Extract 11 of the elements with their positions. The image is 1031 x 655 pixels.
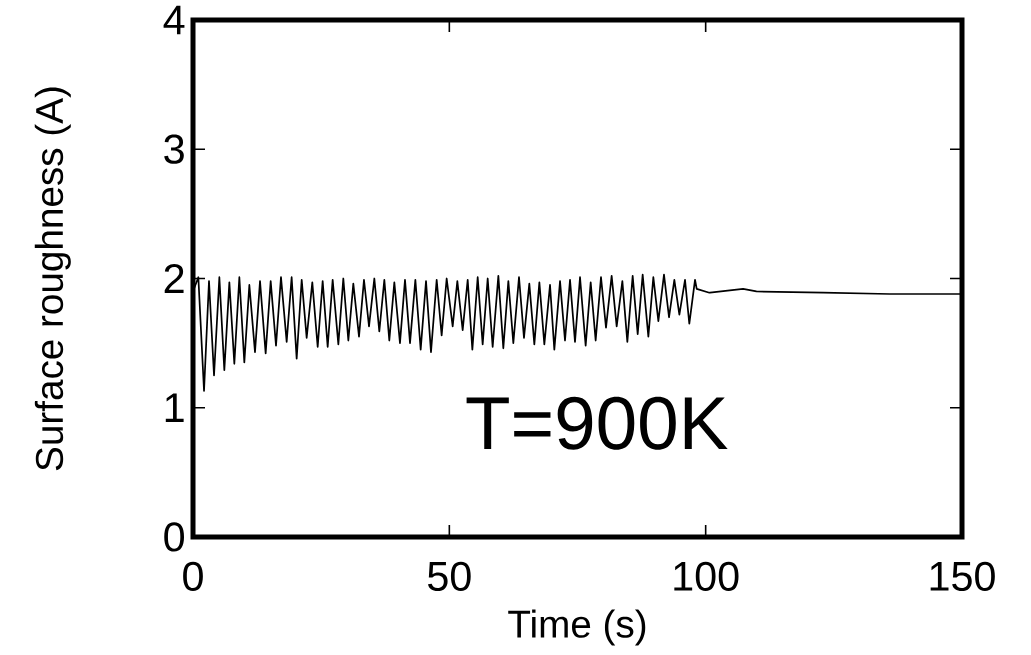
x-tick-label: 150 bbox=[930, 561, 995, 591]
x-axis-title: Time (s) bbox=[508, 609, 646, 646]
y-tick-label: 4 bbox=[163, 5, 185, 35]
annotation: T=900K bbox=[466, 396, 728, 450]
y-tick-label: 0 bbox=[164, 522, 185, 552]
y-tick-label: 2 bbox=[164, 264, 184, 293]
y-tick-label: 1 bbox=[165, 393, 184, 422]
x-tick-label: 100 bbox=[674, 561, 739, 591]
y-tick-label: 3 bbox=[164, 134, 184, 164]
x-tick-label: 50 bbox=[428, 561, 471, 591]
y-axis-title: Surface roughness (A) bbox=[34, 87, 71, 471]
